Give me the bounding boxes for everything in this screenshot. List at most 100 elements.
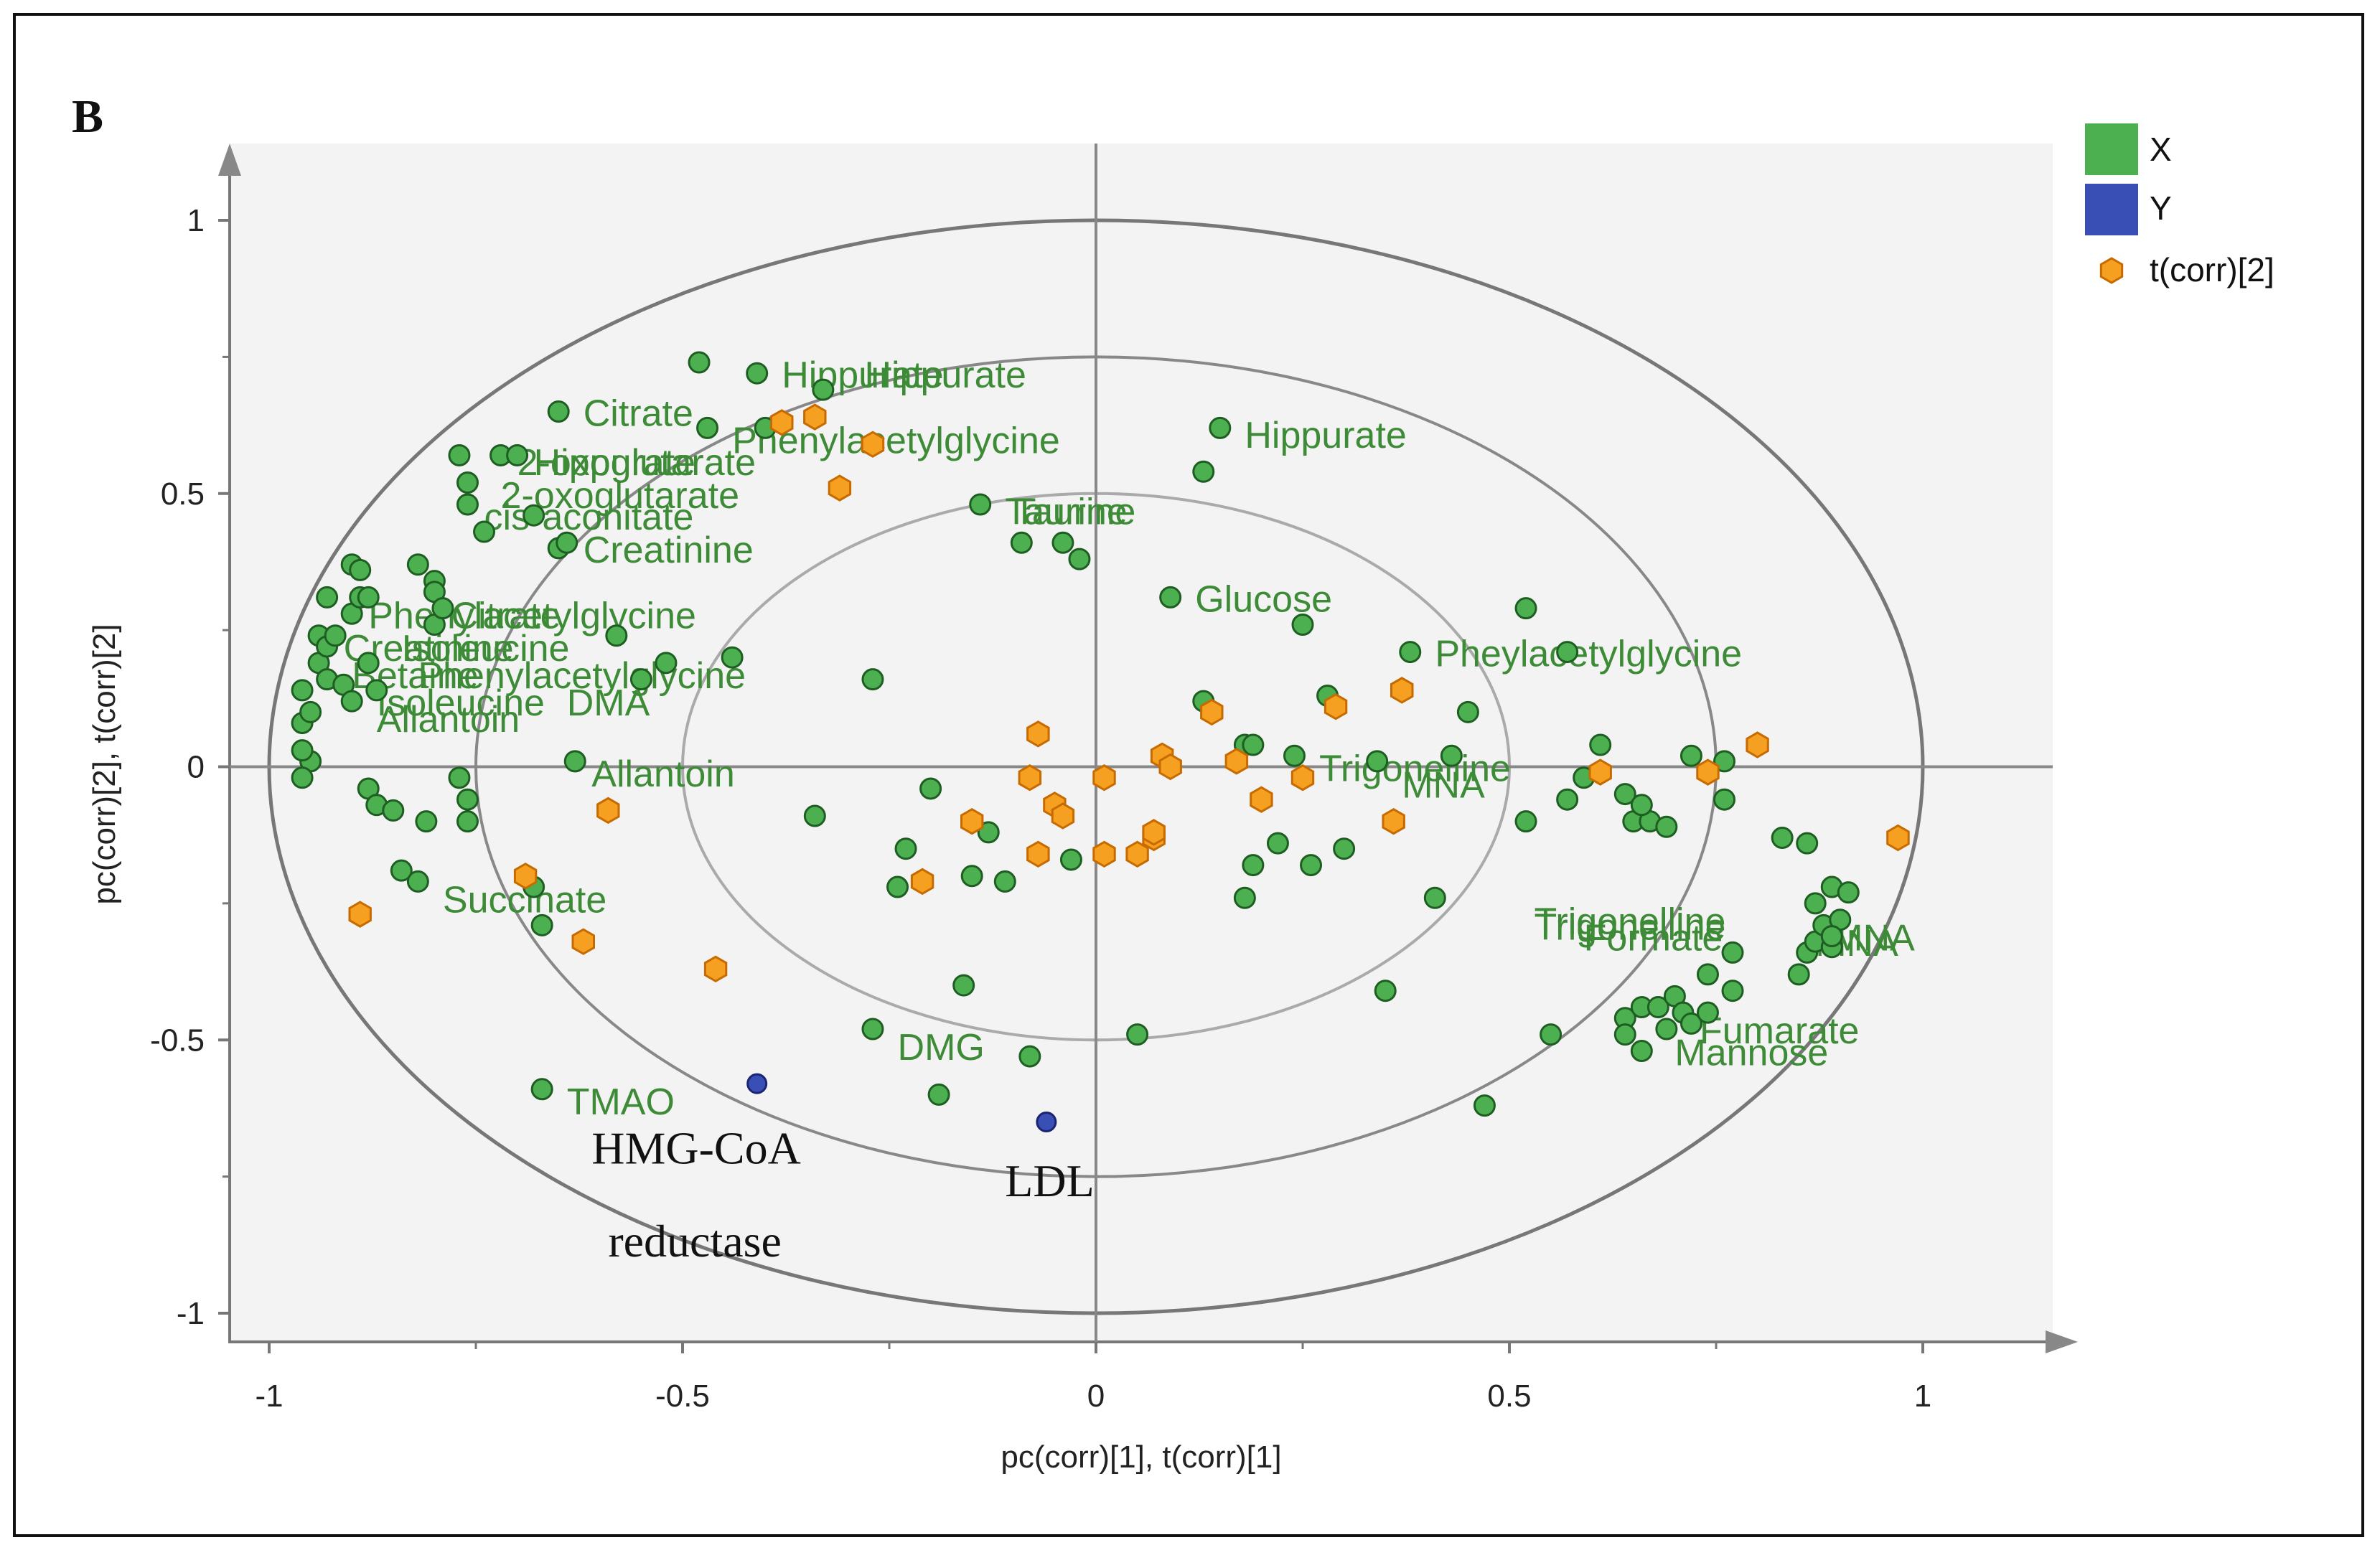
t-corr-point <box>770 409 794 436</box>
point-label: HMG-CoA <box>591 1123 801 1174</box>
point-label: Trigonelline <box>1535 901 1726 943</box>
point-label: Isoleucine <box>377 682 545 724</box>
x-variable-point <box>349 558 372 581</box>
t-corr-point <box>596 797 620 825</box>
x-variable-point <box>1837 881 1860 904</box>
t-corr-point <box>1290 764 1315 792</box>
point-label: Trigonelline <box>1535 906 1726 948</box>
t-corr-point <box>1382 807 1405 835</box>
y-tick-label: 0 <box>187 750 205 785</box>
x-variable-point <box>927 1083 950 1106</box>
x-variable-point <box>1514 597 1537 620</box>
x-variable-point <box>1192 460 1215 483</box>
point-label: reductase <box>608 1216 782 1267</box>
point-label: cis-aconitate <box>484 497 694 538</box>
x-variable-point <box>1209 416 1232 439</box>
point-label: MNA <box>1402 764 1485 806</box>
x-variable-point <box>1655 815 1678 838</box>
x-variable-point <box>919 777 942 800</box>
x-variable-point <box>365 679 388 702</box>
x-variable-point <box>291 679 314 702</box>
point-label: Citrate <box>451 595 561 637</box>
legend-label-x: X <box>2150 131 2172 168</box>
t-corr-point <box>1323 692 1348 720</box>
x-tick-label: 0.5 <box>1487 1378 1531 1414</box>
x-variable-point <box>1440 744 1463 767</box>
x-variable-point <box>1242 854 1265 877</box>
x-variable-point <box>1556 641 1579 664</box>
y-variable-point <box>746 1073 768 1094</box>
legend-label-y: Y <box>2150 189 2172 227</box>
x-variable-point <box>456 788 479 811</box>
x-axis-arrow <box>2046 1330 2078 1353</box>
x-variable-point <box>1613 783 1636 806</box>
y-variable-point <box>1036 1111 1057 1132</box>
x-variable-point <box>382 799 405 822</box>
t-corr-point <box>1696 758 1720 786</box>
x-variable-point <box>1018 1045 1041 1068</box>
x-variable-point <box>456 810 479 833</box>
x-variable-point <box>390 859 413 882</box>
t-corr-point <box>1250 786 1273 813</box>
x-variable-point <box>1589 733 1612 756</box>
x-variable-point <box>1051 531 1074 554</box>
x-variable-point <box>1804 892 1827 915</box>
x-variable-point <box>1423 886 1446 909</box>
x-variable-point <box>448 766 471 789</box>
t-corr-point <box>1142 819 1166 846</box>
x-variable-point <box>1613 1023 1636 1046</box>
t-corr-point <box>1224 748 1249 775</box>
x-variable-point <box>1646 996 1669 1019</box>
x-variable-point <box>1399 641 1422 664</box>
x-variable-point <box>1374 980 1397 1002</box>
legend-swatch-y <box>2085 184 2138 235</box>
y-axis-title: pc(corr)[2], t(corr)[2] <box>87 624 122 904</box>
t-corr-point <box>1092 840 1116 868</box>
x-variable-point <box>1300 854 1323 877</box>
t-corr-point <box>828 474 852 502</box>
x-variable-point <box>1242 733 1265 756</box>
x-variable-point <box>1713 788 1736 811</box>
point-label: Hippurate <box>782 354 943 396</box>
point-label: Formate <box>1584 918 1723 959</box>
x-variable-point <box>605 624 628 647</box>
x-variable-point <box>530 913 553 936</box>
figure-frame <box>13 13 2364 1537</box>
point-label: DMG <box>898 1027 985 1068</box>
x-tick-label: 1 <box>1914 1378 1931 1414</box>
x-variable-point <box>1696 963 1719 986</box>
y-tick-label: -1 <box>177 1296 205 1331</box>
point-label: Allantoin <box>591 753 734 795</box>
x-variable-point <box>1333 837 1356 860</box>
x-variable-point <box>1540 1023 1563 1046</box>
t-corr-point <box>1886 824 1910 852</box>
x-variable-point <box>629 668 652 691</box>
x-variable-point <box>1126 1023 1149 1046</box>
t-corr-point <box>861 431 885 458</box>
x-variable-point <box>415 810 438 833</box>
x-variable-point <box>1291 614 1314 637</box>
point-label: LDL <box>1005 1155 1094 1206</box>
t-corr-point <box>1026 840 1050 868</box>
x-variable-point <box>1630 1039 1653 1062</box>
t-corr-point <box>348 901 372 928</box>
x-variable-point <box>1059 848 1082 871</box>
x-axis-title: pc(corr)[1], t(corr)[1] <box>1001 1439 1281 1475</box>
x-variable-point <box>1010 531 1033 554</box>
point-label: Citrate <box>584 393 693 435</box>
x-variable-point <box>894 837 917 860</box>
x-variable-point <box>1796 832 1819 855</box>
x-variable-point <box>1366 750 1389 773</box>
x-variable-point <box>1514 810 1537 833</box>
x-variable-point <box>324 624 347 647</box>
point-label: 2-oxoglutarate <box>517 442 756 484</box>
t-corr-point <box>1051 802 1075 830</box>
x-variable-point <box>406 870 429 893</box>
x-variable-point <box>448 443 471 466</box>
x-variable-point <box>316 586 339 609</box>
x-variable-point <box>688 351 711 374</box>
plot-background <box>230 144 2053 1342</box>
x-tick-label: -1 <box>255 1378 283 1414</box>
x-variable-point <box>1679 744 1702 767</box>
t-corr-point <box>1588 758 1612 786</box>
